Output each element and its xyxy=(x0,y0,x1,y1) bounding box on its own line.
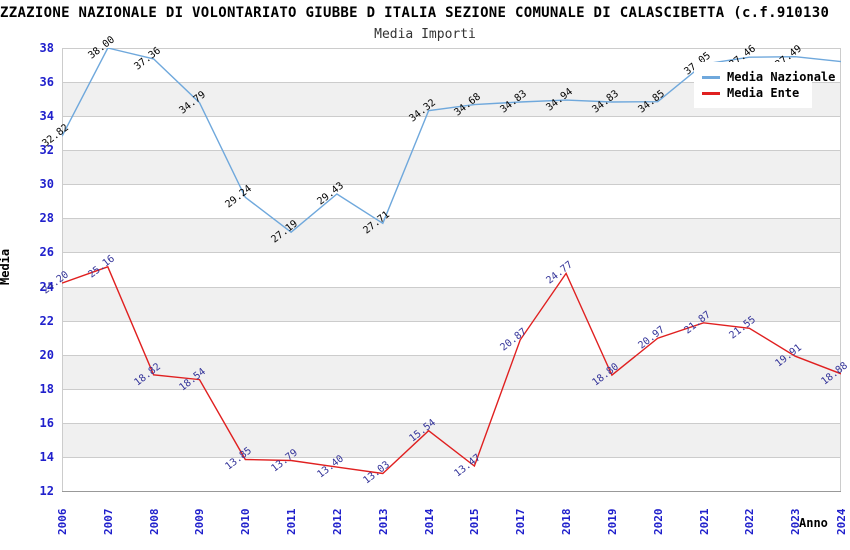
y-tick-label: 34 xyxy=(39,109,54,124)
gridline xyxy=(62,82,841,83)
chart-subtitle: Media Importi xyxy=(374,27,476,42)
y-tick-label: 16 xyxy=(39,415,54,430)
x-tick-label: 2012 xyxy=(330,508,344,536)
gridline xyxy=(62,389,841,390)
gridline xyxy=(62,48,841,49)
gridline xyxy=(62,321,841,322)
media-nazionale-line-icon xyxy=(702,75,720,79)
x-tick-label: 2013 xyxy=(376,508,390,536)
grid-band xyxy=(62,388,841,423)
x-tick-label: 2019 xyxy=(605,508,619,536)
gridline xyxy=(62,184,841,185)
y-tick-label: 24 xyxy=(39,279,54,294)
gridline xyxy=(62,287,841,288)
grid-band xyxy=(62,320,841,355)
x-tick-label: 2009 xyxy=(193,508,207,536)
y-tick-label: 28 xyxy=(39,211,54,226)
x-tick-label: 2008 xyxy=(147,508,161,536)
y-tick-label: 38 xyxy=(39,41,54,55)
x-tick-label: 2024 xyxy=(835,508,848,536)
legend-item-media-ente: Media Ente xyxy=(702,86,806,100)
y-tick-label: 36 xyxy=(39,75,54,90)
gridline xyxy=(62,355,841,356)
grid-band xyxy=(62,252,841,287)
gridline xyxy=(62,491,841,492)
legend-box: Media Nazionale Media Ente xyxy=(694,62,835,108)
x-tick-label: 2011 xyxy=(285,508,299,536)
x-tick-label: 2018 xyxy=(560,508,574,536)
y-tick-label: 14 xyxy=(39,449,54,464)
gridline xyxy=(62,116,841,117)
media-ente-line-icon xyxy=(702,91,720,95)
plot-area: 38 36 34 32 30 28 26 24 22 20 18 16 14 12 2006 2007 2008… xyxy=(40,34,850,535)
grid-band xyxy=(62,286,841,321)
gridline xyxy=(62,423,841,424)
x-tick-label: 2007 xyxy=(101,508,115,536)
y-axis-title: Media xyxy=(0,248,12,285)
y-tick-label: 22 xyxy=(39,313,54,328)
plot-right-border xyxy=(840,48,841,491)
gridline xyxy=(62,150,841,151)
y-tick-label: 30 xyxy=(39,177,54,192)
grid-band xyxy=(62,422,841,457)
x-tick-label: 2020 xyxy=(651,508,665,536)
legend-label: Media Nazionale xyxy=(727,70,836,84)
x-tick-label: 2015 xyxy=(468,508,482,536)
gridline xyxy=(62,252,841,253)
x-tick-label: 2021 xyxy=(697,508,711,536)
x-tick-label: 2022 xyxy=(743,508,757,536)
y-tick-label: 18 xyxy=(39,381,54,396)
gridline xyxy=(62,457,841,458)
legend-item-media-nazionale: Media Nazionale xyxy=(702,70,835,84)
gridline xyxy=(62,218,841,219)
grid-band xyxy=(62,150,841,185)
x-tick-label: 2006 xyxy=(56,508,69,536)
x-axis-title: Anno xyxy=(799,516,828,530)
x-tick-label: 2014 xyxy=(422,508,436,536)
x-tick-label: 2010 xyxy=(239,508,253,536)
x-tick-label: 2017 xyxy=(514,508,528,536)
grid-band xyxy=(62,116,841,151)
chart-title: ZZAZIONE NAZIONALE DI VOLONTARIATO GIUBB… xyxy=(0,5,830,21)
grid-band xyxy=(62,456,841,491)
series-plot-svg xyxy=(62,48,841,475)
grid-band xyxy=(62,354,841,389)
legend-label: Media Ente xyxy=(727,86,800,100)
y-tick-label: 26 xyxy=(39,245,54,260)
grid-band xyxy=(62,218,841,253)
y-tick-label: 32 xyxy=(39,143,54,158)
y-tick-label: 12 xyxy=(39,484,54,498)
y-tick-label: 20 xyxy=(39,347,54,362)
plot-left-border xyxy=(62,48,63,491)
grid-band xyxy=(62,184,841,219)
series-line-media-ente xyxy=(62,265,841,475)
